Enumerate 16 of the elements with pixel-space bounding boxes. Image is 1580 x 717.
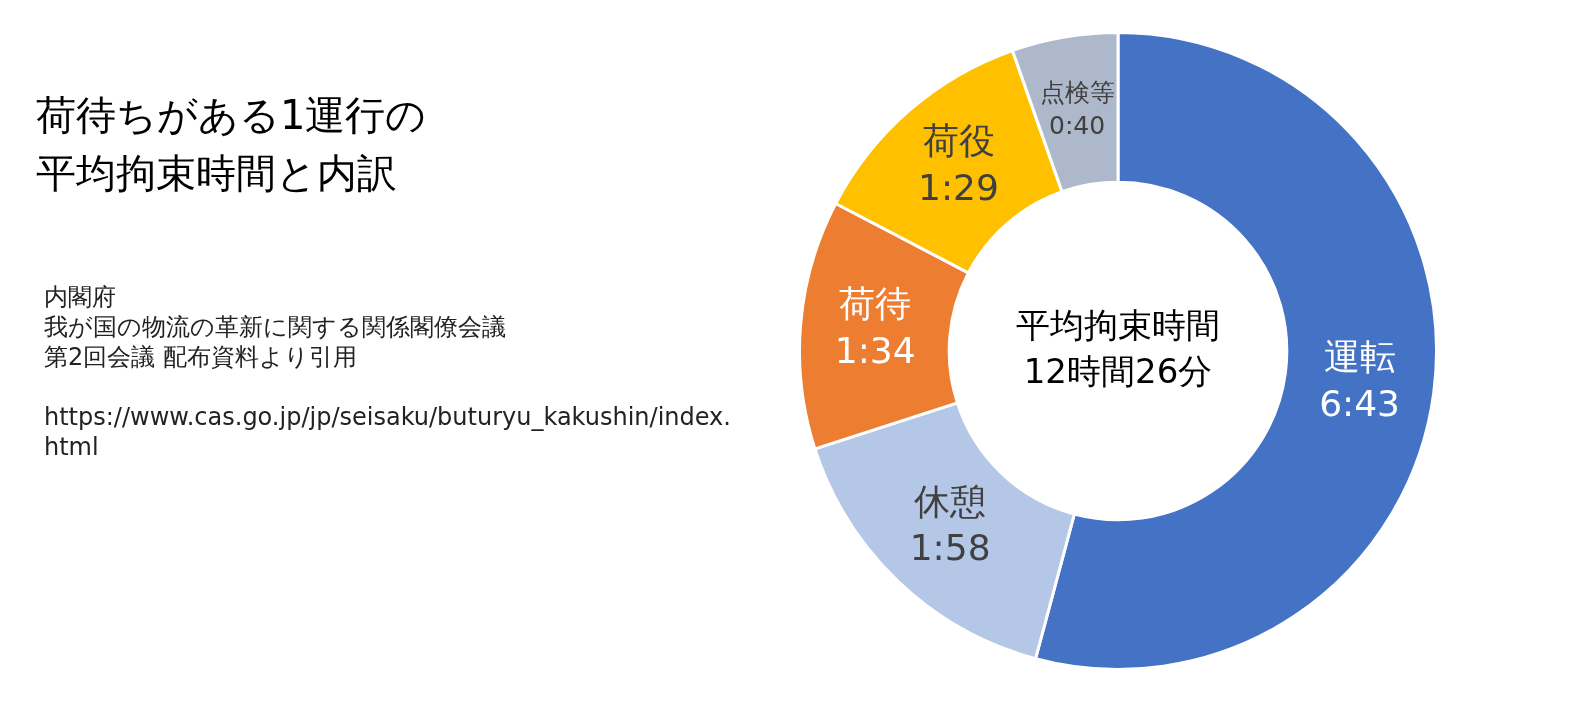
text: 我が国の物流の革新に関する関係閣僚会議 — [44, 312, 507, 342]
slice-label: 休憩 — [914, 480, 987, 522]
text: 内閣府 — [44, 282, 117, 312]
text: https://www.cas.go.jp/jp/seisaku/buturyu_kakushin/index.html — [44, 402, 732, 462]
slice-label: 荷待 — [839, 283, 912, 325]
text: 荷待ちがある1運行の平均拘束時間と内訳 — [36, 91, 428, 198]
data-label: 1:29 — [918, 166, 999, 208]
slice-label: 運転 — [1323, 335, 1396, 377]
data-label: 1:58 — [909, 527, 991, 569]
slice-label: 点検等 — [1039, 78, 1115, 108]
slice-label: 荷役 — [922, 119, 995, 161]
text: 平均拘束時間12時間26分 — [1016, 304, 1220, 391]
text: 第2回会議 配布資料より引用 — [44, 342, 358, 372]
data-label: 1:34 — [834, 330, 916, 372]
data-label: 0:40 — [1048, 110, 1106, 140]
data-label: 6:43 — [1319, 382, 1400, 424]
